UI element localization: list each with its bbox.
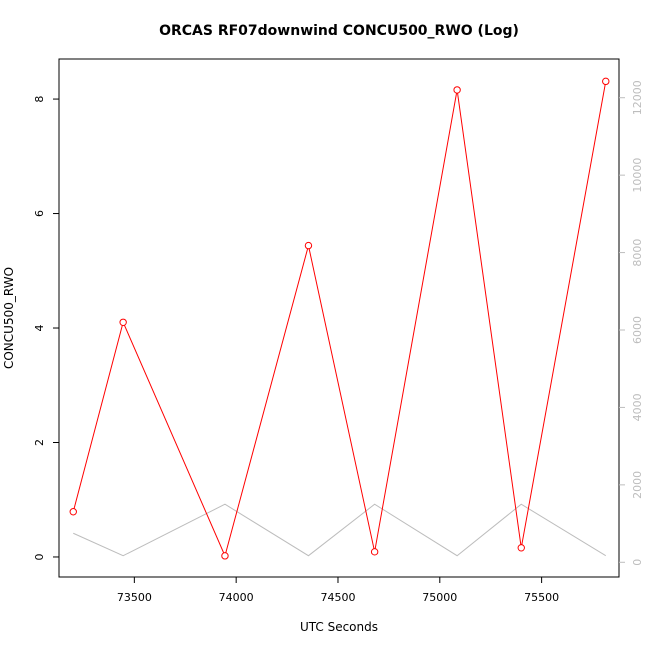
- y2-tick-label: 2000: [631, 471, 644, 499]
- plot-area: [58, 58, 620, 578]
- data-point: [119, 318, 127, 326]
- x-tick-label: 73500: [117, 591, 152, 604]
- y2-tick-label: 12000: [631, 80, 644, 115]
- y2-tick-label: 4000: [631, 393, 644, 421]
- y-tick-label: 6: [33, 210, 46, 217]
- y-tick-label: 2: [33, 439, 46, 446]
- data-point: [304, 241, 313, 250]
- y-axis-right: 0 2000 4000 6000 8000 10000 12000: [619, 80, 644, 566]
- y-axis-left: 0 2 4 6 8: [33, 96, 59, 560]
- series-line-left: [72, 81, 607, 558]
- series-line-right: [73, 503, 607, 557]
- y-tick-label: 4: [33, 325, 46, 332]
- data-point: [602, 77, 610, 86]
- y2-tick-label: 0: [631, 559, 644, 566]
- data-point: [453, 86, 461, 94]
- data-point: [517, 544, 525, 552]
- x-tick-label: 75500: [524, 591, 559, 604]
- x-axis: 73500 74000 74500 75000 75500: [117, 577, 559, 604]
- y2-tick-label: 8000: [631, 239, 644, 267]
- y-axis-label: CONCU500_RWO: [2, 267, 16, 369]
- x-axis-label: UTC Seconds: [300, 620, 378, 634]
- y2-tick-label: 6000: [631, 316, 644, 344]
- data-point: [69, 508, 77, 516]
- x-tick-label: 75000: [422, 591, 457, 604]
- y-tick-label: 0: [33, 553, 46, 560]
- data-point: [370, 548, 379, 556]
- data-point: [221, 552, 229, 560]
- x-tick-label: 74500: [320, 591, 355, 604]
- chart-title: ORCAS RF07downwind CONCU500_RWO (Log): [159, 23, 519, 39]
- y-tick-label: 8: [33, 96, 46, 103]
- x-tick-label: 74000: [219, 591, 254, 604]
- series-layer: [69, 77, 610, 560]
- y2-tick-label: 10000: [631, 158, 644, 193]
